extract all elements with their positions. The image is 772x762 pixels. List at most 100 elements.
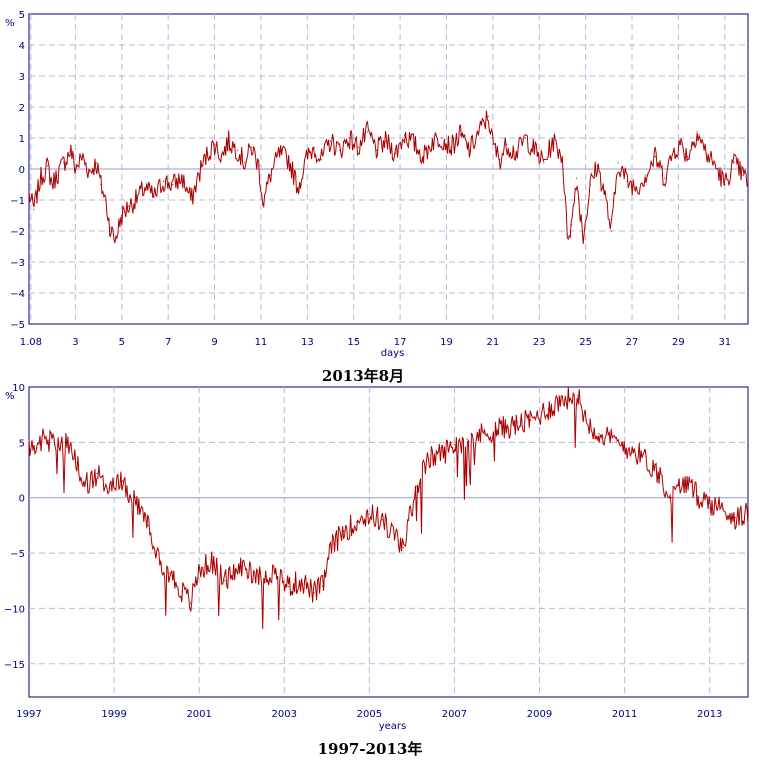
data-point — [356, 521, 358, 523]
data-point — [742, 174, 745, 176]
y-tick-label: −5 — [10, 549, 25, 560]
data-point — [589, 183, 591, 186]
data-point — [66, 442, 68, 445]
data-point — [506, 143, 508, 145]
data-point — [733, 162, 735, 164]
data-point — [709, 502, 711, 504]
data-point — [220, 156, 223, 158]
data-point — [459, 134, 461, 136]
data-point — [628, 447, 630, 449]
data-point — [670, 497, 673, 499]
data-point — [636, 187, 638, 189]
data-point — [577, 395, 579, 397]
data-point — [343, 530, 345, 532]
data-point — [269, 174, 271, 176]
data-point — [696, 131, 698, 133]
x-tick-label: 31 — [718, 337, 731, 348]
y-tick-label: −5 — [10, 320, 25, 331]
x-axis-label: days — [381, 348, 405, 359]
data-point — [564, 397, 566, 399]
data-point — [75, 461, 77, 463]
x-tick-label: 5 — [119, 337, 125, 348]
data-point — [275, 572, 277, 574]
data-point — [499, 159, 501, 161]
data-point — [575, 177, 578, 179]
data-point — [135, 199, 137, 201]
y-tick-label: 5 — [19, 438, 25, 449]
x-tick-label: 1.08 — [20, 337, 42, 348]
data-point — [422, 156, 424, 158]
data-point — [181, 177, 183, 179]
data-point — [445, 450, 447, 452]
data-point — [96, 472, 98, 474]
x-tick-label: 13 — [301, 337, 314, 348]
data-point — [552, 140, 554, 142]
data-point — [322, 585, 324, 587]
data-point — [724, 183, 726, 186]
x-tick-label: 2003 — [272, 709, 297, 720]
x-tick-label: 23 — [533, 337, 546, 348]
y-axis-label: % — [5, 18, 15, 29]
series-line — [28, 110, 749, 244]
data-point — [582, 236, 584, 238]
data-point — [47, 165, 49, 167]
data-point — [747, 180, 749, 182]
data-point — [83, 486, 85, 488]
data-point — [478, 131, 480, 133]
data-point — [81, 156, 83, 158]
data-point — [313, 146, 315, 148]
x-tick-label: 27 — [626, 337, 639, 348]
data-point — [56, 174, 58, 176]
data-point — [200, 168, 202, 170]
data-point — [658, 472, 660, 474]
data-point — [696, 494, 698, 497]
data-point — [663, 177, 666, 179]
data-point — [492, 143, 494, 145]
x-tick-label: 21 — [487, 337, 500, 348]
data-point — [673, 149, 675, 151]
data-point — [190, 199, 192, 201]
data-point — [147, 524, 149, 527]
data-point — [213, 143, 216, 145]
x-tick-label: 17 — [394, 337, 407, 348]
data-point — [571, 224, 573, 226]
data-point — [450, 146, 452, 148]
data-point — [306, 156, 308, 158]
data-point — [51, 183, 53, 186]
x-tick-label: 15 — [347, 337, 360, 348]
data-point — [53, 444, 56, 446]
x-tick-label: 2013 — [697, 709, 722, 720]
data-point — [603, 190, 605, 192]
data-point — [428, 458, 430, 460]
data-point — [224, 580, 226, 582]
data-point — [547, 408, 549, 410]
data-point — [466, 438, 468, 440]
data-point — [566, 233, 568, 235]
y-tick-label: −1 — [10, 196, 25, 207]
data-point — [258, 165, 260, 167]
data-point — [368, 513, 370, 515]
data-point — [88, 171, 90, 173]
data-point — [585, 419, 587, 421]
data-point — [385, 140, 387, 142]
y-tick-label: 5 — [19, 10, 25, 21]
data-point — [33, 208, 35, 210]
data-point — [74, 168, 76, 170]
x-tick-label: 1999 — [101, 709, 126, 720]
data-point — [641, 455, 643, 457]
data-point — [313, 592, 315, 594]
data-point — [376, 149, 378, 151]
data-point — [109, 488, 111, 490]
data-point — [402, 546, 404, 549]
data-point — [348, 137, 350, 139]
data-point — [453, 444, 455, 446]
data-point — [561, 156, 564, 158]
data-point — [237, 149, 239, 151]
x-tick-label: 19 — [440, 337, 453, 348]
data-point — [211, 561, 213, 563]
x-tick-label: 3 — [72, 337, 78, 348]
y-tick-label: −4 — [10, 289, 25, 300]
data-point — [258, 574, 260, 576]
x-tick-label: 29 — [672, 337, 685, 348]
